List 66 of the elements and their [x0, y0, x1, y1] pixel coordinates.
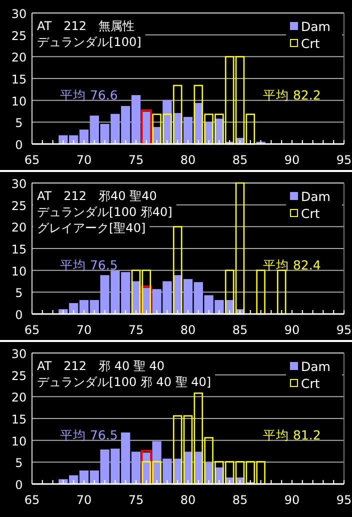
text: デュランダル[100]: [37, 35, 142, 49]
y-tick-label: 15: [11, 412, 27, 426]
x-tick-label: 80: [180, 323, 196, 337]
bar: [140, 109, 152, 145]
legend-label: Crt: [301, 376, 320, 391]
y-tick-label: 10: [11, 434, 27, 448]
x-tick-label: 75: [128, 153, 144, 167]
y-tick-label: 20: [11, 390, 27, 405]
annotation: 平均 82.2: [263, 87, 321, 102]
bar: [172, 226, 182, 315]
text: デュランダル[100 邪40] グレイアーク[聖40]: [37, 205, 172, 235]
y-tick-label: 5: [15, 456, 23, 470]
y-tick-label: 25: [11, 28, 27, 43]
bar: [276, 270, 286, 315]
y-tick-label: 5: [15, 116, 23, 130]
x-tick-label: 80: [180, 493, 196, 507]
x-tick-label: 85: [232, 493, 248, 507]
y-tick-label: 0: [15, 478, 23, 492]
y-tick-label: 30: [11, 7, 27, 21]
annotation: 平均 76.6: [60, 87, 118, 102]
y-tick-label: 30: [11, 347, 27, 361]
x-tick-label: 70: [76, 153, 92, 167]
y-tick-label: 10: [11, 264, 27, 278]
x-tick-label: 65: [24, 323, 40, 337]
y-tick-label: 30: [11, 177, 27, 191]
y-tick-label: 15: [11, 72, 27, 86]
legend-label: Crt: [301, 36, 320, 51]
y-tick-label: 5: [15, 286, 23, 300]
x-tick-label: 90: [284, 153, 300, 167]
y-tick-label: 0: [15, 138, 23, 152]
x-tick-label: 65: [24, 493, 40, 507]
annotation: 平均 81.2: [263, 427, 321, 442]
x-tick-label: 95: [336, 323, 352, 337]
y-tick-label: 20: [11, 50, 27, 65]
x-tick-label: 75: [128, 323, 144, 337]
x-tick-label: 90: [284, 323, 300, 337]
bar: [140, 450, 152, 485]
annotation: 平均 82.4: [263, 257, 321, 272]
y-tick-label: 25: [11, 368, 27, 383]
x-tick-label: 70: [76, 323, 92, 337]
legend-label: Crt: [301, 206, 320, 221]
legend-label: Dam: [301, 359, 330, 374]
text: デュランダル[100 邪 40 聖 40]: [37, 375, 212, 389]
x-tick-label: 85: [232, 153, 248, 167]
x-tick-label: 95: [336, 153, 352, 167]
text: AT 212 無属性: [37, 19, 135, 33]
x-tick-label: 90: [284, 493, 300, 507]
x-tick-label: 85: [232, 323, 248, 337]
text: AT 212 邪 40 聖 40: [37, 359, 164, 373]
y-tick-label: 25: [11, 198, 27, 213]
y-tick-label: 0: [15, 308, 23, 322]
text: AT 212 邪40 聖40: [37, 189, 157, 203]
y-tick-label: 15: [11, 242, 27, 256]
x-tick-label: 70: [76, 493, 92, 507]
x-tick-label: 95: [336, 493, 352, 507]
annotation: 平均 76.5: [60, 257, 118, 272]
bar: [256, 270, 266, 315]
y-tick-label: 10: [11, 94, 27, 108]
bar: [183, 116, 193, 144]
x-tick-label: 80: [180, 153, 196, 167]
x-tick-label: 65: [24, 153, 40, 167]
legend-label: Dam: [301, 19, 330, 34]
legend-label: Dam: [301, 189, 330, 204]
annotation: 平均 76.5: [60, 427, 118, 442]
x-tick-label: 75: [128, 493, 144, 507]
y-tick-label: 20: [11, 220, 27, 235]
